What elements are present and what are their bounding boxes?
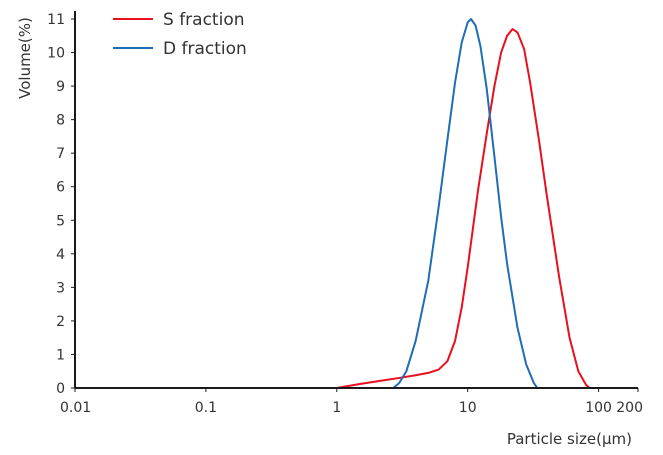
y-tick-label: 4 (56, 247, 65, 263)
legend-label-d-fraction: D fraction (163, 39, 247, 59)
y-axis-title: Volume(%) (16, 17, 34, 99)
series-line-s-fraction (75, 28, 638, 389)
y-axis-ticks: 0 1 2 3 4 5 6 7 8 9 10 11 (47, 12, 75, 397)
y-tick-label: 6 (56, 180, 65, 196)
y-tick-label: 0 (56, 381, 65, 397)
x-axis-title: Particle size(μm) (507, 430, 632, 448)
y-tick-label: 5 (56, 213, 65, 229)
y-tick-label: 8 (56, 113, 65, 129)
y-tick-label: 10 (47, 46, 65, 62)
y-tick-label: 2 (56, 314, 65, 330)
y-tick-label: 11 (47, 12, 65, 28)
x-tick-label: 10 (459, 400, 477, 416)
y-tick-label: 3 (56, 280, 65, 296)
x-tick-label: 200 (616, 400, 643, 416)
x-axis-ticks: 0.01 0.1 1 10 100 200 (60, 388, 643, 416)
x-tick-label: 0.1 (195, 400, 217, 416)
x-tick-label: 0.01 (60, 400, 91, 416)
y-tick-label: 9 (56, 79, 65, 95)
series-line-d-fraction (75, 18, 638, 389)
legend-label-s-fraction: S fraction (163, 10, 245, 30)
x-tick-label: 100 (585, 400, 612, 416)
y-tick-label: 7 (56, 146, 65, 162)
series-layer (75, 18, 638, 389)
legend: S fraction D fraction (113, 10, 247, 59)
x-tick-label: 1 (332, 400, 341, 416)
y-tick-label: 1 (56, 347, 65, 363)
